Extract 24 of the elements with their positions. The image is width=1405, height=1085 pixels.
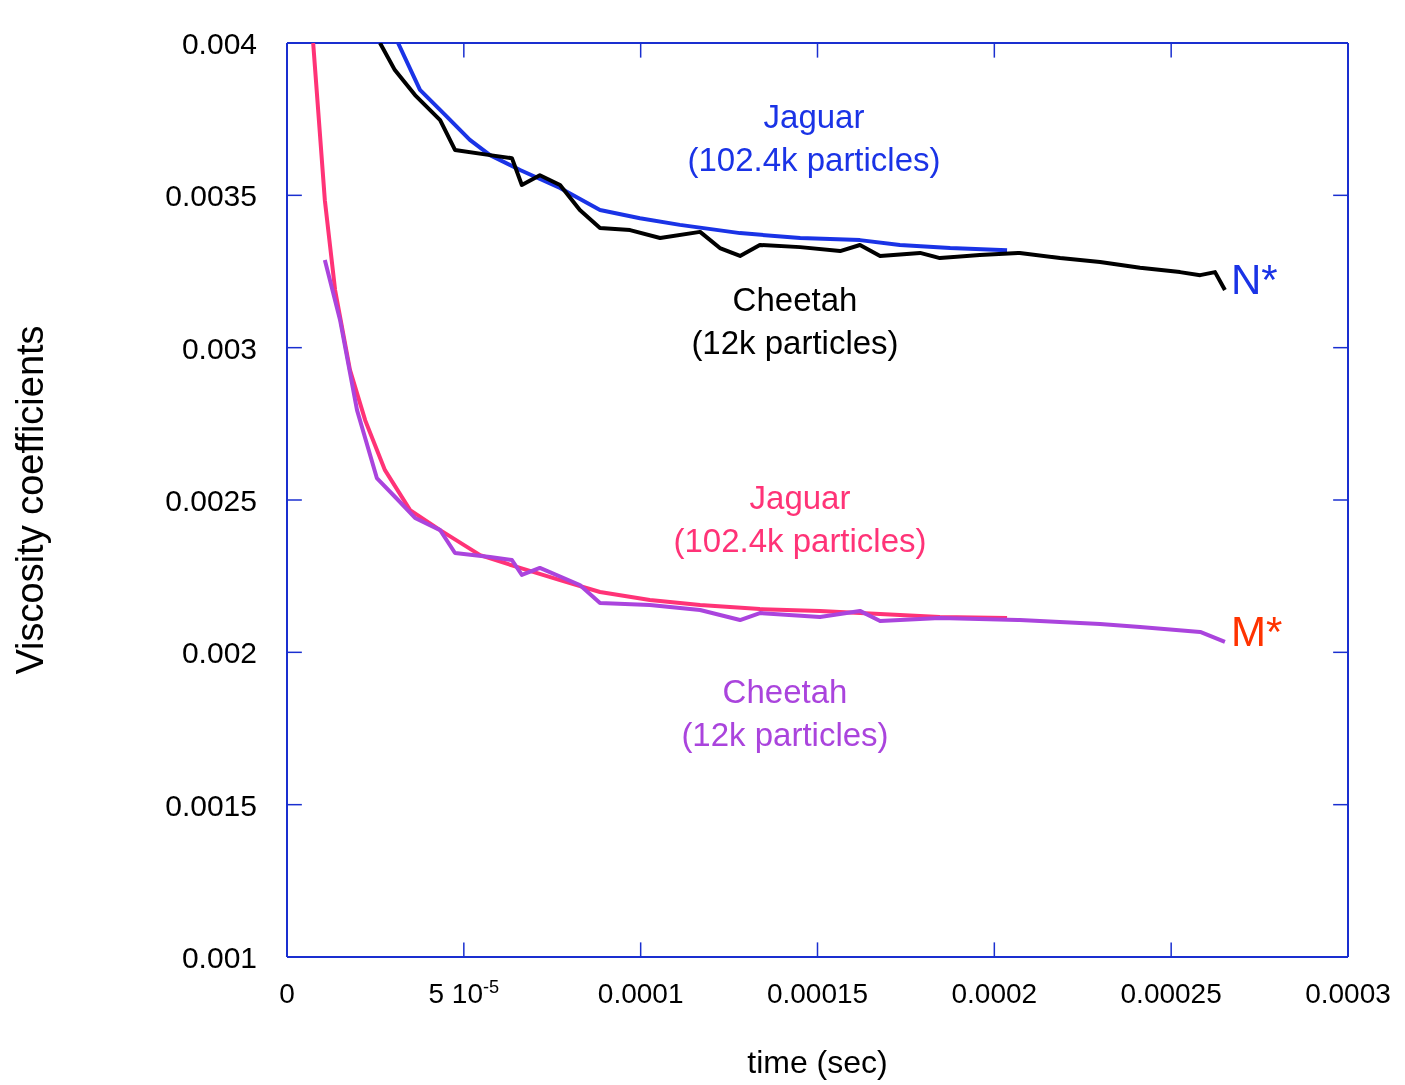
x-tick-label: 0.0001 [597,978,684,1009]
y-tick-label: 0.004 [181,27,257,60]
x-tick-label: 0.00025 [1120,978,1222,1009]
y-tick-label: 0.003 [181,331,257,365]
x-tick-label: 0 [279,978,295,1009]
series-label: Cheetah (12k particles) [681,673,889,753]
y-tick-label: 0.0025 [165,484,257,517]
x-tick-label: 5 10$^{-5}$ [428,977,500,1009]
annotation: M* [1230,607,1283,655]
annotation: N* [1230,256,1278,304]
series-label: Cheetah (12k particles) [691,281,899,361]
line-series [322,257,1227,644]
x-tick-label: 0.0002 [951,978,1038,1009]
line-series [396,43,1010,253]
y-tick-label: 0.0035 [165,179,257,213]
y-tick-label: 0.0015 [165,788,257,822]
series-label: Jaguar (102.4k particles) [687,98,941,178]
y-tick-label: 0.001 [181,941,257,974]
series-label: Jaguar (102.4k particles) [673,479,927,559]
y-axis-title: Viscosity coefficients [9,325,52,675]
x-tick-label: 0.0003 [1305,978,1391,1009]
x-axis-title: time (sec) [747,1044,888,1080]
y-tick-label: 0.002 [181,636,257,670]
x-tick-label: 0.00015 [766,978,869,1009]
